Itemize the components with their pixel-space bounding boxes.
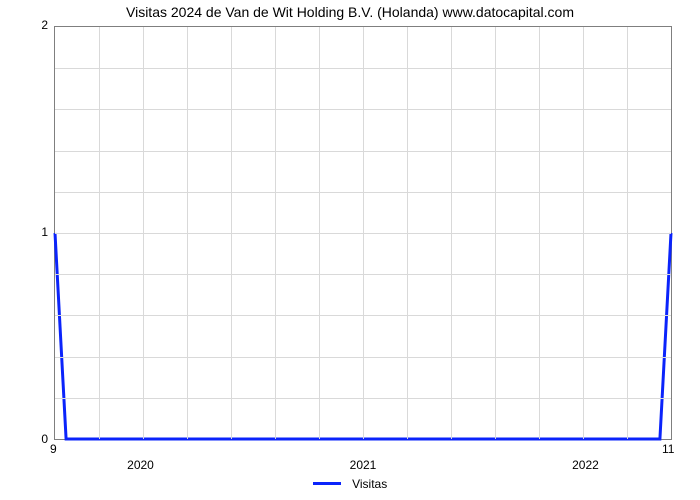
gridline-vertical <box>143 27 144 439</box>
legend: Visitas <box>0 476 700 491</box>
y-tick-label: 2 <box>18 18 48 32</box>
gridline-vertical <box>407 27 408 439</box>
corner-lower-left: 9 <box>50 442 57 456</box>
gridline-vertical <box>627 27 628 439</box>
gridline-vertical <box>275 27 276 439</box>
x-tick-label: 2021 <box>350 458 377 472</box>
gridline-vertical <box>319 27 320 439</box>
gridline-vertical <box>99 27 100 439</box>
legend-swatch <box>313 482 341 485</box>
y-tick-label: 0 <box>18 432 48 446</box>
y-tick-label: 1 <box>18 225 48 239</box>
x-tick-label: 2020 <box>127 458 154 472</box>
chart-title: Visitas 2024 de Van de Wit Holding B.V. … <box>0 4 700 20</box>
x-tick-label: 2022 <box>572 458 599 472</box>
gridline-vertical <box>583 27 584 439</box>
gridline-vertical <box>451 27 452 439</box>
gridline-vertical <box>363 27 364 439</box>
legend-label: Visitas <box>352 477 387 491</box>
chart-container: Visitas 2024 de Van de Wit Holding B.V. … <box>0 0 700 500</box>
gridline-vertical <box>495 27 496 439</box>
gridline-vertical <box>539 27 540 439</box>
plot-area <box>54 26 672 440</box>
corner-lower-right: 11 <box>662 442 674 456</box>
gridline-vertical <box>231 27 232 439</box>
gridline-vertical <box>187 27 188 439</box>
